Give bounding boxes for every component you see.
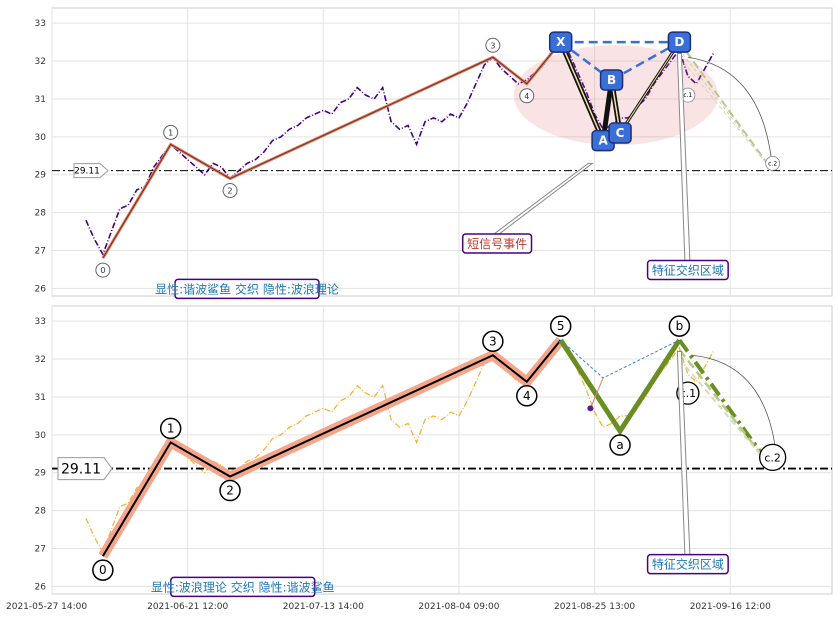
harmonic-point-marker (608, 122, 632, 144)
y-tick-label: 30 (35, 431, 47, 441)
y-tick-label: 33 (35, 19, 46, 29)
annotation-text: 特征交织区域 (652, 557, 724, 572)
x-tick-label: 2021-07-13 14:00 (283, 602, 364, 612)
wave-marker-label: 4 (523, 389, 531, 403)
wave-marker (482, 330, 504, 353)
internal-dot (587, 405, 594, 412)
projection-line (678, 49, 774, 172)
wave-marker (519, 88, 535, 104)
wave-marker-label: b (676, 319, 684, 333)
harmonic-point-label: A (598, 134, 608, 148)
wave-marker-label: 1 (168, 128, 173, 137)
y-tick-label: 30 (35, 133, 47, 143)
wave-marker (516, 385, 538, 407)
projection-line (678, 358, 774, 470)
harmonic-point-marker (667, 31, 692, 53)
wave-marker (485, 37, 501, 53)
projection-marker-label: c.2 (768, 160, 777, 167)
wave-marker (222, 183, 238, 199)
wave-marker-label: a (616, 438, 623, 452)
y-tick-label: 26 (35, 284, 47, 294)
harmonic-point-label: X (556, 35, 566, 49)
annotation-text: 特征交织区域 (652, 262, 724, 277)
y-tick-label: 29 (35, 171, 47, 181)
y-tick-label: 33 (35, 317, 46, 327)
x-tick-label: 2021-08-04 09:00 (418, 602, 499, 612)
harmonic-point-marker (548, 31, 573, 53)
x-axis: 2021-05-27 14:00 2021-06-21 12:00 2021-07-… (6, 602, 771, 612)
x-tick-label: 2021-08-25 13:00 (554, 602, 635, 612)
y-tick-label: 28 (35, 209, 47, 219)
wave-marker-label: 0 (99, 563, 107, 577)
wave-marker-label: 2 (226, 484, 234, 498)
price-series-line (85, 343, 714, 554)
harmonic-point-label: D (674, 35, 684, 49)
panel-top: 26 27 28 29 30 31 32 33 29.11 0 1 2 3 4 X A B C Dc.1 c.2 短信号… (35, 7, 833, 300)
panel-bottom: 262728293031323329.11012345abc.1c.2特征交织区… (35, 305, 833, 598)
wave-marker (92, 559, 114, 581)
projection-line (678, 41, 774, 172)
wave-marker (163, 124, 179, 140)
reference-value-tag (73, 163, 109, 179)
reference-value-label: 29.11 (61, 462, 101, 478)
y-tick-label: 26 (35, 582, 47, 592)
annotation-box (174, 278, 320, 300)
x-tick-label: 2021-09-16 12:00 (690, 602, 771, 612)
reference-value-label: 29.11 (74, 167, 100, 177)
wave-marker (668, 315, 691, 337)
projection-marker-label: c.1 (683, 92, 692, 99)
projection-line (678, 348, 774, 470)
y-tick-label: 27 (35, 545, 46, 555)
wave-marker (609, 434, 631, 456)
wave-marker-label: 3 (489, 334, 497, 348)
annotation-text: 显性:谐波鲨鱼 交织 隐性:波浪理论 (155, 281, 339, 296)
harmonic-point-marker (599, 69, 624, 91)
y-tick-label: 29 (35, 469, 47, 479)
wave-marker-label: 2 (227, 187, 232, 196)
annotation-text: 显性:波浪理论 交织 隐性:谐波鲨鱼 (151, 579, 335, 594)
wave-marker-label: 5 (557, 319, 565, 333)
annotation-text: 短信号事件 (467, 237, 527, 251)
y-tick-label: 32 (35, 355, 46, 365)
x-tick-label: 2021-05-27 14:00 (6, 602, 87, 612)
projection-arc (692, 354, 778, 462)
projection-arc (687, 56, 774, 171)
wave-path-line (102, 41, 562, 259)
annotation-box (170, 576, 316, 598)
harmonic-point-label: C (616, 126, 625, 140)
wave-marker (95, 262, 111, 278)
projection-line (679, 56, 774, 172)
projection-marker (765, 155, 781, 171)
harmonic-leg-xa-core (560, 41, 604, 141)
internal-leg (589, 377, 604, 409)
y-tick-label: 32 (35, 57, 46, 67)
harmonic-leg-cd-core (619, 41, 680, 134)
y-tick-label: 31 (35, 393, 46, 403)
annotation-box (461, 233, 533, 254)
x-tick-label: 2021-06-21 12:00 (147, 602, 228, 612)
harmonic-line-xb (559, 41, 613, 82)
reference-value-tag (57, 457, 113, 481)
y-tick-label: 31 (35, 95, 46, 105)
wave-marker (159, 417, 182, 440)
projection-marker (759, 443, 787, 472)
wave-marker-label: 3 (490, 41, 495, 50)
wave-marker (219, 479, 241, 502)
harmonic-point-label: B (607, 73, 616, 87)
wave-marker-label: 1 (167, 421, 175, 435)
annotation-box (646, 553, 729, 575)
projection-marker-label: c.2 (764, 451, 781, 464)
wave-line (102, 339, 562, 557)
wave-marker-label: 4 (524, 92, 529, 101)
annotation-box (646, 259, 729, 281)
corrective-wave-line (558, 338, 682, 436)
y-tick-label: 27 (35, 247, 46, 257)
wave-marker (549, 315, 572, 337)
wave-marker-label: 0 (100, 266, 105, 275)
plot-frame (51, 7, 833, 297)
y-tick-label: 28 (35, 507, 47, 517)
